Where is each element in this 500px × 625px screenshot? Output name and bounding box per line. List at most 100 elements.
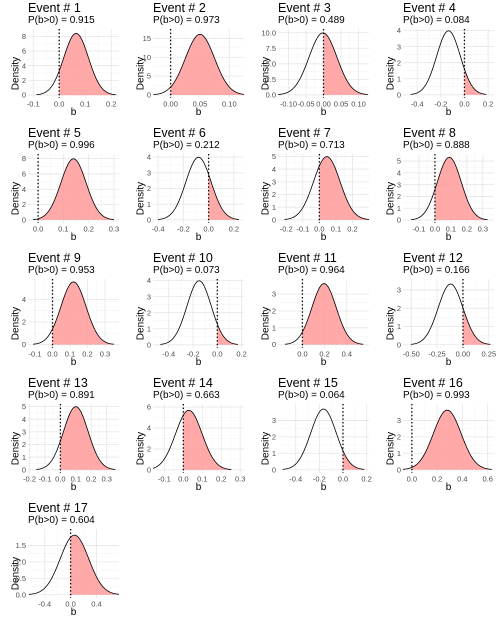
panel-subtitle: P(b>0) = 0.996	[28, 140, 95, 151]
density-panel: Event # 14 P(b>0) = 0.663 Density b -0.1 0.0 0…	[125, 375, 250, 500]
y-tick-label: 4	[147, 424, 151, 433]
panel-subtitle: P(b>0) = 0.915	[28, 15, 95, 26]
shaded-probability-area	[464, 69, 487, 95]
y-tick-label: 2	[147, 308, 151, 317]
y-tick-label: 2	[272, 432, 276, 441]
plot-background	[278, 404, 369, 473]
x-tick-label: 0.2	[462, 225, 472, 234]
density-plot: -0.4 0.0 0.4 0.0 0.5 1.0 1.5	[16, 529, 120, 609]
x-tick-label: -0.1	[158, 475, 171, 484]
y-tick-label: 3	[272, 290, 276, 299]
density-curve	[402, 409, 492, 470]
density-plot: -0.4 -0.2 0.0 0.2 0 1 2 3	[272, 404, 372, 484]
y-tick-label: 5	[147, 72, 151, 81]
density-curve	[410, 156, 488, 221]
x-tick-label: 0.0	[297, 350, 307, 359]
density-curve	[33, 281, 114, 345]
x-tick-label: 0.2	[432, 475, 442, 484]
y-tick-label: 2	[22, 318, 26, 327]
x-tick-label: 0.0	[65, 600, 75, 609]
x-tick-label: 0.0	[33, 225, 43, 234]
y-tick-label: 4	[22, 185, 26, 194]
density-panel: Event # 16 P(b>0) = 0.993 Density b 0.0 0.2 0.…	[375, 375, 500, 500]
x-tick-label: -0.05	[297, 100, 314, 109]
density-curve	[36, 406, 116, 470]
y-tick-label: 0	[147, 340, 151, 349]
density-curve	[28, 534, 120, 595]
y-tick-label: 10.0	[261, 28, 276, 37]
shaded-probability-area	[52, 281, 114, 345]
x-tick-label: -0.2	[23, 475, 36, 484]
x-axis-label: b	[445, 357, 452, 368]
y-tick-label: 2.5	[266, 75, 276, 84]
y-tick-label: 0.0	[16, 590, 26, 599]
x-tick-label: 0.0	[407, 475, 417, 484]
density-plot: -0.1 0.0 0.1 0.2 0 2 4 6 8	[22, 29, 119, 109]
y-tick-label: 2	[397, 304, 401, 313]
panel-title: Event # 2	[153, 1, 206, 15]
y-tick-label: 0.5	[16, 574, 26, 583]
density-plot: -0.2 -0.1 0.0 0.1 0.2 0.3 0 1 2 3 4 5	[22, 402, 119, 484]
x-axis-label: b	[445, 107, 452, 118]
x-tick-label: 0.2	[86, 475, 96, 484]
y-tick-label: 8	[22, 32, 26, 41]
panel-subtitle: P(b>0) = 0.891	[28, 390, 95, 401]
y-tick-label: 4	[22, 295, 26, 304]
density-panel: Event # 2 P(b>0) = 0.973 Density b 0.00 0.05 0…	[125, 0, 250, 125]
y-tick-label: 1.0	[16, 557, 26, 566]
y-tick-label: 0	[147, 215, 151, 224]
density-panel: Event # 6 P(b>0) = 0.212 Density b -0.4 -0.2 0…	[125, 125, 250, 250]
shaded-probability-area	[208, 174, 239, 220]
shaded-probability-area	[70, 535, 119, 595]
y-tick-label: 2	[397, 432, 401, 441]
x-tick-label: 0.3	[100, 350, 110, 359]
y-tick-label: 3	[147, 168, 151, 177]
y-tick-label: 4	[397, 168, 401, 177]
x-tick-label: 0.1	[65, 350, 75, 359]
panel-title: Event # 12	[403, 251, 463, 265]
x-tick-label: 0.00	[316, 100, 331, 109]
y-tick-label: 3	[22, 427, 26, 436]
density-curve	[284, 283, 364, 345]
y-tick-label: 5	[272, 152, 276, 161]
density-curve	[410, 283, 491, 345]
x-tick-label: 0.2	[236, 350, 246, 359]
y-tick-label: 0	[397, 465, 401, 474]
y-tick-label: 1	[147, 200, 151, 209]
x-tick-label: -0.2	[280, 225, 293, 234]
x-tick-label: 0.05	[334, 100, 349, 109]
x-tick-label: 0.1	[446, 225, 456, 234]
y-tick-label: 5	[397, 157, 401, 166]
density-plot: -0.1 0.0 0.1 0.2 0.3 0 1 2 3 4 5	[397, 154, 494, 234]
x-tick-label: -0.1	[296, 225, 309, 234]
density-plot: -0.10 -0.05 0.00 0.05 0.10 0.0 2.5 5.0 7.5 10.0	[261, 28, 369, 109]
density-panel: Event # 15 P(b>0) = 0.064 Density b -0.4 -0.2…	[250, 375, 375, 500]
x-tick-label: 0.2	[319, 350, 329, 359]
density-panel: Event # 11 P(b>0) = 0.964 Density b 0.0 0.2 0.…	[250, 250, 375, 375]
panel-subtitle: P(b>0) = 0.073	[153, 265, 220, 276]
x-axis-label: b	[195, 482, 202, 493]
y-tick-label: 6	[22, 47, 26, 56]
y-tick-label: 4	[147, 153, 151, 162]
density-plot: -0.2 -0.1 0.0 0.1 0.2 0 1 2 3 4 5	[272, 152, 370, 234]
y-tick-label: 3	[147, 292, 151, 301]
x-tick-label: 0.4	[457, 475, 467, 484]
shaded-probability-area	[217, 324, 238, 345]
y-tick-label: 6	[22, 170, 26, 179]
x-tick-label: 0.10	[222, 100, 237, 109]
x-axis-label: b	[320, 357, 327, 368]
x-axis-label: b	[70, 107, 77, 118]
panel-subtitle: P(b>0) = 0.604	[28, 515, 95, 526]
y-tick-label: 15	[143, 34, 151, 43]
x-tick-label: 0.0	[55, 475, 65, 484]
x-axis-label: b	[195, 357, 202, 368]
x-tick-label: 0.2	[216, 475, 226, 484]
x-tick-label: 0.0	[203, 225, 213, 234]
density-plot: 0.0 0.1 0.2 0.3 0 2 4 6 8	[22, 154, 119, 234]
density-plot: 0.00 0.05 0.10 0 5 10 15	[143, 29, 245, 109]
density-panel: Event # 4 P(b>0) = 0.084 Density b -0.4 -0.2 0…	[375, 0, 500, 125]
x-tick-label: 0.6	[482, 475, 492, 484]
panel-subtitle: P(b>0) = 0.663	[153, 390, 220, 401]
panel-title: Event # 16	[403, 376, 463, 390]
